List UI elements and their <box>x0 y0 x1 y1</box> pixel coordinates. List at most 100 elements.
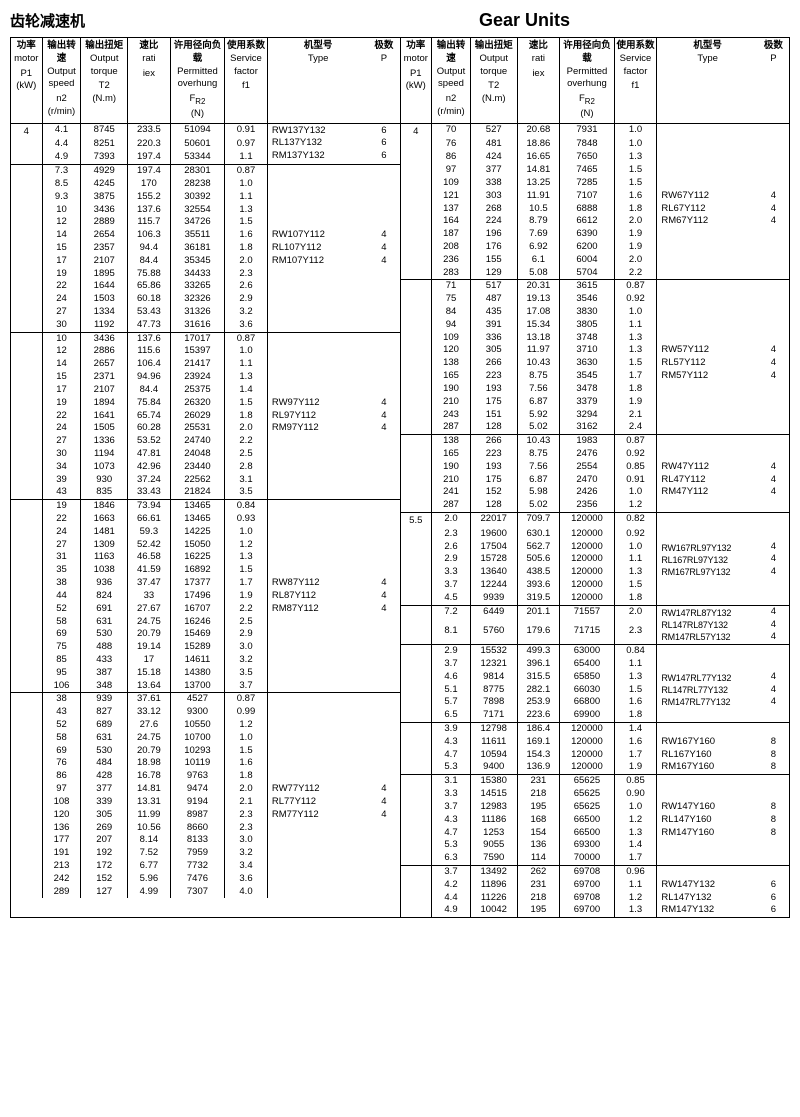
motor-cell <box>401 267 432 280</box>
motor-cell <box>401 344 432 357</box>
motor-cell <box>401 839 432 852</box>
type-cell: RW147Y132RL147Y132RM147Y132 <box>657 879 758 917</box>
motor-cell <box>11 745 42 758</box>
table-row: 213 172 6.77 7732 3.4 <box>11 860 400 873</box>
table-row: 191 192 7.52 7959 3.2 <box>11 847 400 860</box>
table-row: 4.3 11611 169.1 120000 1.6 RW167Y160RL16… <box>401 736 790 749</box>
table-row: 177 207 8.14 8133 3.0 <box>11 834 400 847</box>
table-row: 43 835 33.43 21824 3.5 <box>11 486 400 499</box>
motor-cell <box>401 254 432 267</box>
table-row: 24 1503 60.18 32326 2.9 <box>11 293 400 306</box>
motor-cell <box>401 164 432 177</box>
motor-cell <box>11 873 42 886</box>
motor-cell <box>401 383 432 396</box>
motor-cell <box>401 625 432 645</box>
table-row: 2.9 15532 499.3 63000 0.84 <box>401 645 790 658</box>
table-row: 187 196 7.69 6390 1.9 <box>401 228 790 241</box>
motor-cell <box>401 658 432 671</box>
title-right: Gear Units <box>479 10 570 31</box>
motor-cell <box>11 667 42 680</box>
motor-cell <box>401 865 432 878</box>
motor-cell <box>11 513 42 526</box>
table-row: 52 689 27.6 10550 1.2 <box>11 719 400 732</box>
motor-cell <box>11 628 42 641</box>
table-row: 14 2657 106.4 21417 1.1 <box>11 358 400 371</box>
table-row: 22 1663 66.61 13465 0.93 <box>11 513 400 526</box>
motor-cell <box>11 654 42 667</box>
table-row: 35 1038 41.59 16892 1.5 <box>11 564 400 577</box>
table-row: 165 223 8.75 2476 0.92 <box>401 448 790 461</box>
motor-cell <box>11 641 42 654</box>
table-row: 69 530 20.79 15469 2.9 <box>11 628 400 641</box>
motor-cell <box>11 886 42 899</box>
motor-cell <box>401 409 432 422</box>
motor-cell <box>11 371 42 384</box>
type-cell: RW147RL87Y132RL147RL87Y132RM147RL57Y132 <box>657 605 758 644</box>
type-cell: RW137Y132RL137Y132RM137Y132 <box>267 123 368 164</box>
motor-cell <box>11 204 42 217</box>
poles-cell: 444 <box>758 671 789 709</box>
motor-cell <box>401 421 432 434</box>
table-row: 3.1 15380 231 65625 0.85 <box>401 775 790 788</box>
type-cell: RW147RL77Y132RL147RL77Y132RM147RL77Y132 <box>657 671 758 709</box>
motor-cell <box>11 332 42 345</box>
motor-cell <box>11 564 42 577</box>
motor-cell <box>11 847 42 860</box>
motor-cell <box>11 486 42 499</box>
type-cell: RW47Y112RL47Y112RM47Y112 <box>657 461 758 499</box>
table-row: 4 4.1 8745 233.5 51094 0.91 RW137Y132RL1… <box>11 123 400 138</box>
motor-cell <box>11 461 42 474</box>
table-row: 30 1192 47.73 31616 3.6 <box>11 319 400 332</box>
table-row: 86 424 16.65 7650 1.3 <box>401 151 790 164</box>
motor-cell <box>11 526 42 539</box>
motor-cell <box>401 370 432 383</box>
table-row: 109 336 13.18 3748 1.3 <box>401 332 790 345</box>
table-row: 6.3 7590 114 70000 1.7 <box>401 852 790 865</box>
table-row: 17 2107 84.4 25375 1.4 <box>11 384 400 397</box>
table-header: 功率motorP1(kW) 输出转速Output speedn2(r/min) … <box>401 38 790 123</box>
table-row: 190 193 7.56 2554 0.85 RW47Y112RL47Y112R… <box>401 461 790 474</box>
motor-cell <box>401 396 432 409</box>
table-row: 3.3 14515 218 65625 0.90 <box>401 788 790 801</box>
motor-cell <box>401 357 432 370</box>
motor-cell <box>11 757 42 770</box>
table-row: 106 348 13.64 13700 3.7 <box>11 680 400 693</box>
motor-cell <box>11 474 42 487</box>
poles-cell: 888 <box>758 736 789 775</box>
poles-cell: 666 <box>758 879 789 917</box>
table-row: 58 631 24.75 10700 1.0 <box>11 732 400 745</box>
motor-cell <box>11 255 42 268</box>
table-row: 69 530 20.79 10293 1.5 <box>11 745 400 758</box>
motor-cell <box>401 215 432 228</box>
motor-cell <box>401 435 432 448</box>
type-cell: RW77Y112RL77Y112RM77Y112 <box>267 783 368 821</box>
table-row: 2.3 19600 630.1 120000 0.92 <box>401 528 790 541</box>
motor-cell <box>401 190 432 203</box>
poles-cell: 444 <box>758 344 789 382</box>
table-row: 85 433 17 14611 3.2 <box>11 654 400 667</box>
poles-cell: 444 <box>758 541 789 579</box>
motor-cell <box>401 528 432 541</box>
table-row: 5.3 9055 136 69300 1.4 <box>401 839 790 852</box>
table-row: 190 193 7.56 3478 1.8 <box>401 383 790 396</box>
motor-cell <box>401 541 432 554</box>
table-row: 31 1163 46.58 16225 1.3 <box>11 551 400 564</box>
table-row: 84 435 17.08 3830 1.0 <box>401 306 790 319</box>
poles-cell: 888 <box>758 801 789 839</box>
table-row: 236 155 6.1 6004 2.0 <box>401 254 790 267</box>
motor-cell <box>11 693 42 706</box>
table-row: 97 377 14.81 9474 2.0 RW77Y112RL77Y112RM… <box>11 783 400 796</box>
motor-cell <box>401 332 432 345</box>
motor-cell <box>401 671 432 684</box>
table-row: 242 152 5.96 7476 3.6 <box>11 873 400 886</box>
table-row: 95 387 15.18 14380 3.5 <box>11 667 400 680</box>
motor-cell <box>11 822 42 835</box>
table-row: 5.5 2.0 22017 709.7 120000 0.82 <box>401 513 790 528</box>
type-cell: RW67Y112RL67Y112RM67Y112 <box>657 190 758 228</box>
motor-cell <box>401 151 432 164</box>
table-row: 208 176 6.92 6200 1.9 <box>401 241 790 254</box>
table-row: 121 303 11.91 7107 1.6 RW67Y112RL67Y112R… <box>401 190 790 203</box>
table-row: 136 269 10.56 8660 2.3 <box>11 822 400 835</box>
table-row: 7.3 4929 197.4 28301 0.87 <box>11 165 400 178</box>
motor-cell <box>11 410 42 423</box>
